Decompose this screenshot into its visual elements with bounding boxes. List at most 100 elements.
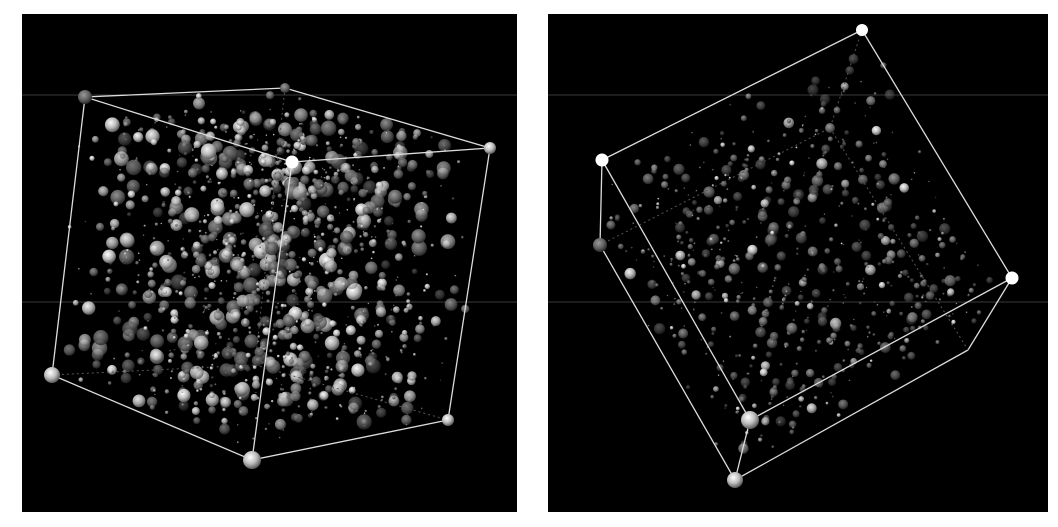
point [383, 167, 386, 169]
point [747, 305, 757, 315]
point [168, 359, 172, 363]
point [326, 146, 333, 152]
point [265, 91, 275, 100]
point [363, 231, 369, 238]
point [822, 184, 833, 195]
point [411, 268, 418, 275]
point [332, 231, 335, 233]
point [280, 333, 283, 335]
point [253, 189, 259, 196]
point [711, 168, 714, 171]
point [216, 308, 220, 311]
point [804, 115, 807, 118]
point [170, 316, 179, 324]
point [78, 333, 91, 346]
point [842, 302, 845, 305]
point [218, 181, 221, 184]
point [677, 340, 686, 349]
point [336, 350, 351, 366]
point [358, 188, 368, 198]
point [632, 222, 635, 225]
point [722, 360, 725, 363]
point [150, 386, 156, 393]
point [163, 289, 167, 294]
point [402, 345, 405, 348]
point [902, 269, 909, 276]
point [402, 344, 407, 349]
point [225, 352, 231, 358]
point [810, 144, 815, 149]
point [176, 157, 188, 168]
point [293, 218, 296, 220]
point [349, 408, 355, 414]
point [276, 310, 281, 315]
point [293, 141, 301, 150]
point [110, 189, 126, 205]
point [725, 223, 729, 228]
point [122, 359, 135, 373]
point [727, 174, 729, 176]
point [371, 339, 382, 349]
point [300, 227, 310, 238]
point [859, 301, 862, 305]
point [307, 300, 315, 308]
point [874, 173, 882, 181]
point [741, 163, 747, 168]
point [363, 412, 366, 415]
point [333, 227, 341, 234]
point [810, 300, 814, 303]
point [141, 195, 149, 203]
point [796, 346, 802, 352]
point [313, 240, 317, 243]
point [888, 173, 900, 185]
point [696, 206, 703, 214]
point [287, 225, 299, 237]
point [295, 374, 298, 377]
point [308, 156, 311, 159]
point [910, 325, 916, 332]
point [187, 341, 189, 343]
point [217, 297, 225, 305]
point [820, 106, 824, 111]
point [309, 109, 318, 118]
point [728, 176, 731, 179]
point [634, 159, 641, 166]
point [840, 242, 843, 245]
point [226, 269, 232, 274]
point [300, 122, 304, 126]
right-panel [548, 14, 1048, 512]
point [891, 260, 895, 264]
point [747, 145, 755, 153]
point [358, 347, 362, 351]
point [848, 379, 851, 382]
point [918, 255, 926, 262]
point [913, 172, 916, 174]
point [715, 255, 722, 262]
point [316, 288, 333, 304]
point [135, 157, 138, 159]
point [380, 207, 384, 210]
point [384, 373, 387, 376]
point [291, 413, 300, 422]
point [680, 272, 685, 276]
point [331, 175, 340, 184]
point [247, 194, 252, 199]
point [201, 164, 210, 173]
point [308, 391, 312, 395]
point [139, 127, 144, 132]
point [899, 345, 907, 352]
point [371, 165, 379, 174]
point [872, 142, 876, 145]
point [680, 241, 684, 245]
point [714, 263, 720, 270]
point [278, 324, 280, 327]
point [720, 241, 723, 245]
point [772, 378, 780, 386]
point [352, 164, 354, 167]
point [832, 271, 835, 273]
point [377, 405, 381, 409]
point [764, 311, 767, 314]
point [211, 271, 214, 274]
point [203, 309, 206, 311]
point [879, 184, 881, 187]
